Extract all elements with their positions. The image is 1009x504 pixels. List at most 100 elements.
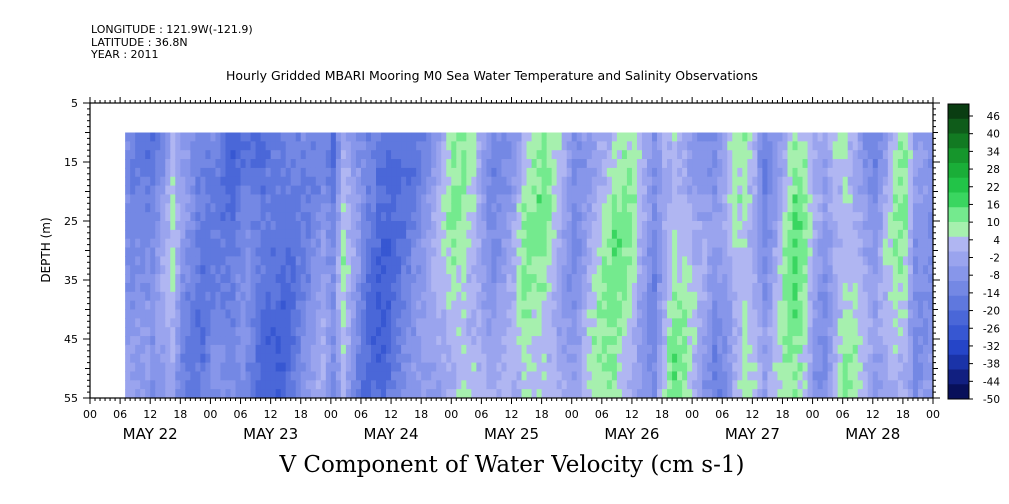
heatmap-cell xyxy=(496,150,503,160)
heatmap-cell xyxy=(546,291,553,302)
heatmap-cell xyxy=(406,203,412,213)
heatmap-cell xyxy=(551,159,558,169)
heatmap-cell xyxy=(205,282,212,293)
heatmap-cell xyxy=(200,336,207,346)
heatmap-cell xyxy=(265,282,272,293)
heatmap-cell xyxy=(652,141,658,151)
heatmap-cell xyxy=(702,309,708,319)
heatmap-cell xyxy=(887,309,894,319)
heatmap-cell xyxy=(310,247,317,257)
heatmap-cell xyxy=(360,229,367,240)
heatmap-cell xyxy=(546,327,553,337)
heatmap-cell xyxy=(220,371,227,381)
heatmap-cell xyxy=(832,327,839,337)
heatmap-cell xyxy=(566,132,573,142)
heatmap-cell xyxy=(150,132,156,142)
heatmap-cell xyxy=(626,300,633,311)
heatmap-cell xyxy=(240,194,247,204)
heatmap-cell xyxy=(170,389,176,398)
heatmap-cell xyxy=(150,274,156,284)
heatmap-cell xyxy=(350,221,357,231)
heatmap-cell xyxy=(792,300,799,311)
heatmap-cell xyxy=(777,309,784,319)
heatmap-cell xyxy=(797,389,804,398)
heatmap-cell xyxy=(365,141,372,151)
heatmap-cell xyxy=(315,229,322,240)
heatmap-cell xyxy=(511,176,518,187)
heatmap-cell xyxy=(933,203,939,212)
heatmap-cell xyxy=(330,380,337,390)
heatmap-cell xyxy=(837,380,844,390)
heatmap-cell xyxy=(767,141,774,151)
heatmap-cell xyxy=(802,362,809,373)
heatmap-cell xyxy=(892,212,899,222)
heatmap-cell xyxy=(491,389,498,398)
heatmap-cell xyxy=(220,300,227,311)
heatmap-cell xyxy=(621,353,628,364)
heatmap-cell xyxy=(325,336,332,346)
heatmap-cell xyxy=(371,159,377,169)
heatmap-cell xyxy=(551,265,558,275)
heatmap-cell xyxy=(667,353,673,364)
heatmap-cell xyxy=(340,274,347,284)
heatmap-cell xyxy=(556,291,563,302)
heatmap-cell xyxy=(611,309,618,319)
heatmap-cell xyxy=(792,389,799,398)
heatmap-cell xyxy=(772,362,779,373)
heatmap-cell xyxy=(521,212,528,222)
heatmap-cell xyxy=(591,203,598,213)
heatmap-cell xyxy=(185,167,191,178)
heatmap-cell xyxy=(526,336,533,346)
heatmap-cell xyxy=(857,141,864,151)
heatmap-cell xyxy=(702,150,708,160)
heatmap-cell xyxy=(922,247,929,257)
heatmap-cell xyxy=(772,309,779,319)
heatmap-cell xyxy=(275,318,282,328)
heatmap-cell xyxy=(155,212,161,222)
heatmap-cell xyxy=(330,203,337,213)
heatmap-cell xyxy=(175,265,181,275)
heatmap-cell xyxy=(621,380,628,390)
heatmap-cell xyxy=(837,167,844,178)
heatmap-cell xyxy=(300,282,307,293)
heatmap-cell xyxy=(426,132,432,142)
heatmap-cell xyxy=(416,221,422,231)
heatmap-cell xyxy=(697,336,703,346)
heatmap-cell xyxy=(260,176,267,187)
heatmap-cell xyxy=(371,150,377,160)
heatmap-cell xyxy=(411,176,417,187)
heatmap-cell xyxy=(280,353,287,364)
heatmap-cell xyxy=(320,389,327,398)
heatmap-cell xyxy=(907,353,914,364)
heatmap-cell xyxy=(641,380,648,390)
heatmap-cell xyxy=(501,380,508,390)
heatmap-cell xyxy=(907,141,914,151)
heatmap-cell xyxy=(215,256,222,266)
heatmap-cell xyxy=(571,159,578,169)
heatmap-cell xyxy=(190,185,196,196)
heatmap-cell xyxy=(611,176,618,187)
heatmap-cell xyxy=(446,274,452,284)
heatmap-cell xyxy=(611,336,618,346)
heatmap-cell xyxy=(406,159,412,169)
heatmap-cell xyxy=(832,212,839,222)
heatmap-cell xyxy=(250,229,257,240)
heatmap-cell xyxy=(596,176,603,187)
heatmap-cell xyxy=(887,159,894,169)
heatmap-cell xyxy=(692,362,698,373)
heatmap-cell xyxy=(160,362,166,373)
heatmap-cell xyxy=(933,389,939,398)
heatmap-cell xyxy=(175,256,181,266)
heatmap-cell xyxy=(807,229,814,240)
heatmap-cell xyxy=(350,247,357,257)
heatmap-cell xyxy=(591,176,598,187)
heatmap-cell xyxy=(230,327,237,337)
heatmap-cell xyxy=(902,282,909,293)
heatmap-cell xyxy=(135,256,141,266)
heatmap-cell xyxy=(591,300,598,311)
heatmap-cell xyxy=(692,274,698,284)
heatmap-cell xyxy=(371,256,377,266)
heatmap-cell xyxy=(917,344,924,355)
heatmap-cell xyxy=(586,274,593,284)
heatmap-cell xyxy=(677,336,683,346)
